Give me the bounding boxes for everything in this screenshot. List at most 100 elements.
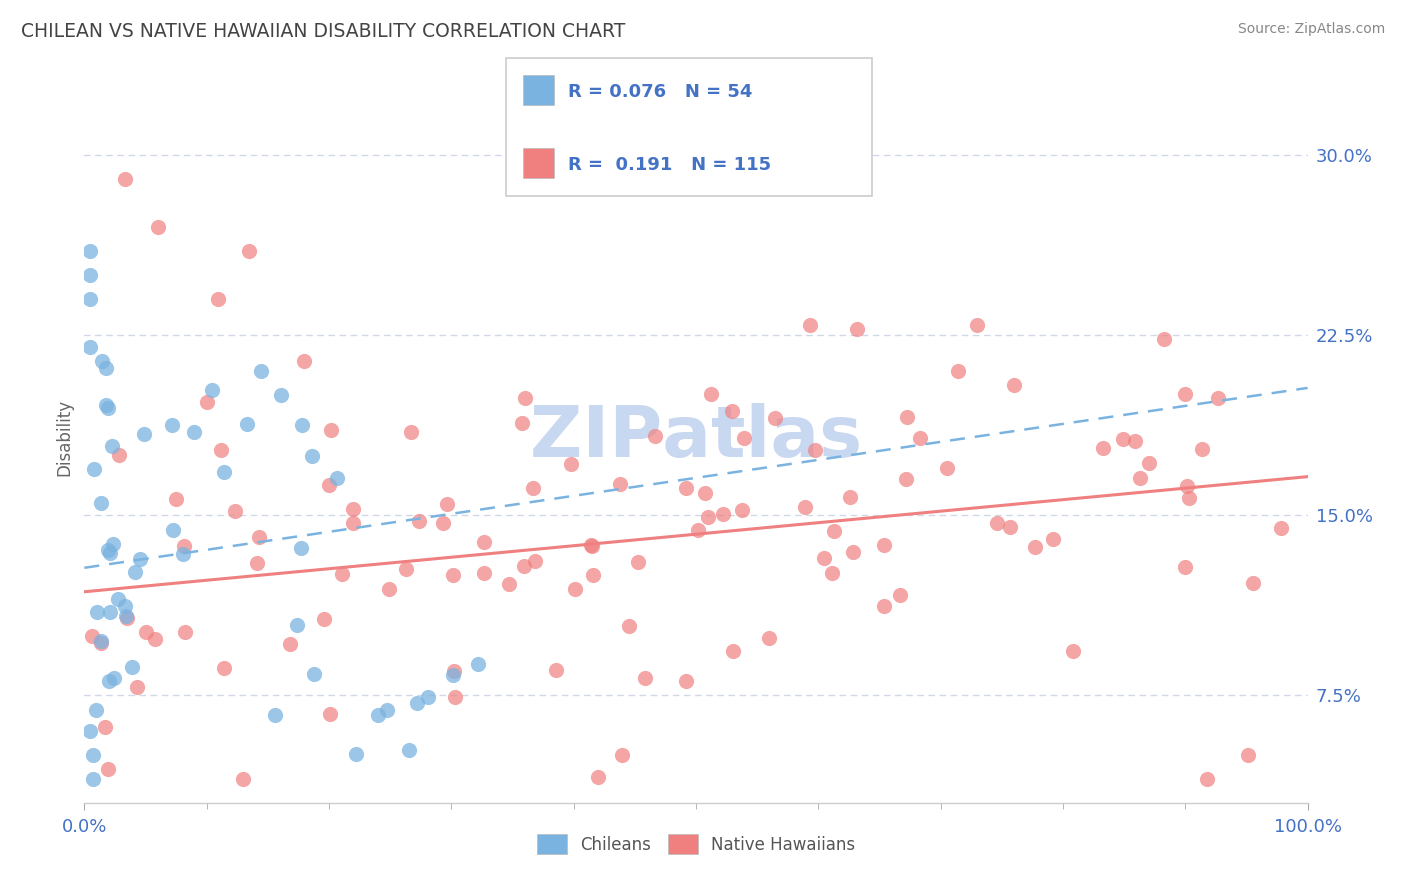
Point — [97, 401, 120, 415]
Point — [103, 671, 125, 685]
Point — [212, 661, 235, 675]
Point — [586, 770, 609, 784]
Point — [249, 363, 271, 377]
Point — [821, 566, 844, 581]
Point — [94, 720, 117, 734]
Point — [432, 516, 454, 530]
Point — [302, 667, 325, 681]
Point — [472, 534, 495, 549]
Point — [245, 557, 267, 571]
Point — [79, 268, 101, 283]
Point — [173, 539, 195, 553]
Point — [292, 353, 315, 368]
Point — [441, 568, 464, 582]
Point — [124, 565, 146, 579]
Point — [675, 481, 697, 495]
Point — [966, 318, 988, 333]
Point — [174, 625, 197, 640]
Point — [498, 577, 520, 591]
Point — [619, 619, 641, 633]
Point — [100, 439, 122, 453]
Point — [264, 708, 287, 723]
Point — [82, 629, 104, 643]
Point — [1206, 391, 1229, 405]
Point — [793, 500, 815, 515]
Point — [367, 707, 389, 722]
Point — [1237, 747, 1260, 762]
Point — [564, 582, 586, 596]
Point — [86, 605, 108, 619]
Point — [1174, 559, 1197, 574]
Point — [162, 524, 184, 538]
Point — [1042, 532, 1064, 546]
Legend: Chileans, Native Hawaiians: Chileans, Native Hawaiians — [530, 828, 862, 860]
Point — [342, 501, 364, 516]
Point — [399, 425, 422, 440]
Point — [90, 496, 112, 510]
Point — [132, 426, 155, 441]
Point — [799, 318, 821, 332]
Point — [998, 520, 1021, 534]
Point — [1241, 576, 1264, 591]
Point — [91, 353, 114, 368]
Point — [82, 772, 104, 786]
Point — [121, 660, 143, 674]
Point — [114, 172, 136, 186]
Point — [236, 417, 259, 431]
Point — [330, 566, 353, 581]
Point — [696, 510, 718, 524]
Point — [127, 681, 149, 695]
Point — [720, 404, 742, 418]
Point — [165, 492, 187, 507]
Point — [96, 542, 118, 557]
Point — [195, 395, 218, 409]
Point — [172, 547, 194, 561]
Point — [97, 762, 120, 776]
Point — [1024, 540, 1046, 554]
Point — [763, 411, 786, 425]
Point — [733, 431, 755, 445]
Point — [101, 537, 124, 551]
Point — [582, 567, 605, 582]
Text: CHILEAN VS NATIVE HAWAIIAN DISABILITY CORRELATION CHART: CHILEAN VS NATIVE HAWAIIAN DISABILITY CO… — [21, 22, 626, 41]
Point — [581, 538, 603, 552]
Point — [270, 388, 292, 402]
Point — [162, 418, 184, 433]
Point — [443, 664, 465, 678]
Point — [986, 516, 1008, 530]
Point — [513, 391, 536, 405]
Point — [1153, 333, 1175, 347]
Point — [90, 633, 112, 648]
Point — [758, 631, 780, 645]
Point — [1177, 479, 1199, 493]
Point — [838, 491, 860, 505]
Point — [94, 361, 117, 376]
Y-axis label: Disability: Disability — [55, 399, 73, 475]
Point — [581, 539, 603, 553]
Point — [889, 588, 911, 602]
Point — [675, 673, 697, 688]
Point — [342, 516, 364, 530]
Point — [441, 668, 464, 682]
Point — [290, 541, 312, 556]
Point — [444, 690, 467, 705]
Point — [278, 637, 301, 651]
Point — [711, 507, 734, 521]
Point — [472, 566, 495, 581]
Point — [612, 747, 634, 762]
Point — [1004, 377, 1026, 392]
Point — [79, 244, 101, 259]
Point — [846, 322, 869, 336]
Point — [695, 486, 717, 500]
Point — [842, 545, 865, 559]
Point — [560, 457, 582, 471]
Point — [467, 657, 489, 672]
Point — [823, 524, 845, 538]
Point — [1123, 434, 1146, 448]
Point — [1062, 644, 1084, 658]
Point — [377, 582, 399, 597]
Point — [634, 671, 657, 685]
Point — [108, 448, 131, 462]
Point — [115, 611, 138, 625]
Point — [398, 742, 420, 756]
